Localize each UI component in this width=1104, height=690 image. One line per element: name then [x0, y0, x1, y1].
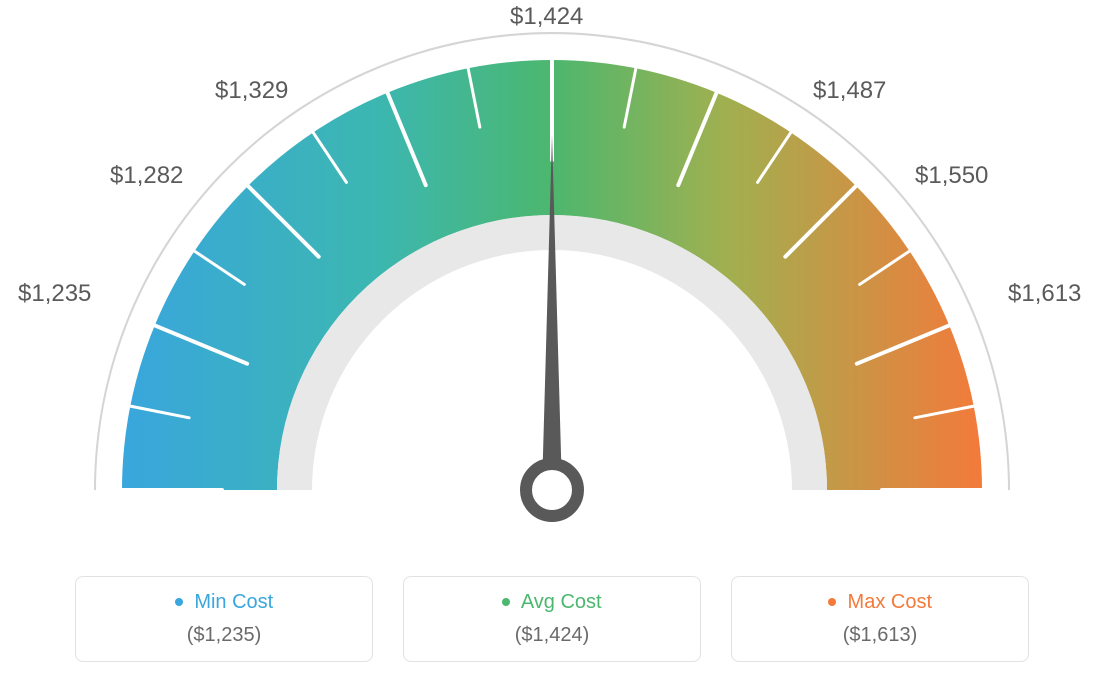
- gauge-tick-label: $1,487: [813, 77, 886, 105]
- gauge-tick-label: $1,282: [110, 162, 183, 190]
- gauge-tick-label: $1,235: [18, 280, 91, 308]
- avg-cost-value: ($1,424): [414, 624, 690, 647]
- max-dot-icon: [828, 598, 836, 606]
- avg-dot-icon: [502, 598, 510, 606]
- min-cost-title: Min Cost: [86, 591, 362, 614]
- max-cost-card: Max Cost ($1,613): [731, 576, 1029, 662]
- min-cost-label: Min Cost: [194, 591, 273, 613]
- legend-cards: Min Cost ($1,235) Avg Cost ($1,424) Max …: [75, 576, 1029, 662]
- gauge-chart: $1,235 $1,282 $1,329 $1,424 $1,487 $1,550 $1,6…: [0, 0, 1104, 560]
- min-cost-value: ($1,235): [86, 624, 362, 647]
- gauge-tick-label: $1,329: [215, 77, 288, 105]
- gauge-tick-label: $1,613: [1008, 280, 1081, 308]
- max-cost-label: Max Cost: [848, 591, 932, 613]
- gauge-svg: [0, 0, 1104, 560]
- gauge-tick-label: $1,550: [915, 162, 988, 190]
- avg-cost-title: Avg Cost: [414, 591, 690, 614]
- max-cost-value: ($1,613): [742, 624, 1018, 647]
- min-cost-card: Min Cost ($1,235): [75, 576, 373, 662]
- gauge-tick-label: $1,424: [510, 3, 583, 31]
- avg-cost-label: Avg Cost: [521, 591, 602, 613]
- avg-cost-card: Avg Cost ($1,424): [403, 576, 701, 662]
- max-cost-title: Max Cost: [742, 591, 1018, 614]
- min-dot-icon: [175, 598, 183, 606]
